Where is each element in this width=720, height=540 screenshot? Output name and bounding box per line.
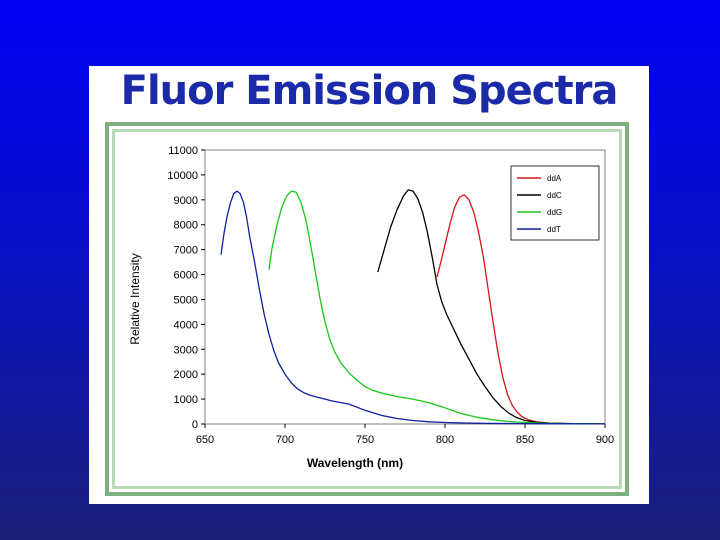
emission-chart: 650 700 750 800 850 9000100020003000400050006… — [128, 145, 614, 470]
legend-label-ddg: ddG — [547, 208, 562, 217]
y-tick-label: 0 — [192, 419, 198, 431]
axis-group: 650 700 750 800 850 9000100020003000400050006… — [128, 145, 614, 470]
legend-label-dda: ddA — [547, 174, 562, 183]
series-line-ddc — [377, 189, 606, 425]
y-tick-label: 6000 — [174, 270, 198, 282]
y-tick-label: 11000 — [168, 145, 198, 157]
slide-title: Fluor Emission Spectra — [120, 68, 619, 114]
y-tick-label: 9000 — [174, 195, 198, 207]
y-tick-label: 5000 — [174, 294, 198, 306]
x-tick-label: 700 — [276, 434, 294, 446]
x-tick-label: 900 — [596, 434, 614, 446]
y-tick-label: 1000 — [174, 394, 198, 406]
x-tick-label: 650 — [196, 434, 214, 446]
y-tick-label: 3000 — [174, 344, 198, 356]
chart-frame-inner — [112, 129, 622, 489]
x-tick-label: 800 — [436, 434, 454, 446]
series-line-ddg — [268, 190, 606, 425]
legend: ddA ddC ddG ddT — [510, 165, 600, 241]
series-group — [220, 189, 606, 425]
y-tick-label: 7000 — [174, 245, 198, 257]
slide-card: Fluor Emission Spectra 650 700 750 800 850 90… — [89, 66, 649, 504]
chart-frame: 650 700 750 800 850 900 0 1000 2000 3000 4000 5000 6… — [105, 122, 629, 496]
y-axis-title: Relative Intensity — [128, 253, 142, 344]
legend-label-ddt: ddT — [547, 225, 561, 234]
y-tick-label: 10000 — [167, 170, 198, 182]
x-tick-label: 850 — [516, 434, 534, 446]
y-tick-label: 8000 — [174, 220, 198, 232]
y-tick-label: 2000 — [174, 369, 198, 381]
series-line-ddt — [220, 190, 606, 425]
legend-label-ddc: ddC — [547, 191, 562, 200]
x-tick-label: 750 — [356, 434, 374, 446]
x-axis-title: Wavelength (nm) — [307, 456, 403, 470]
y-tick-label: 4000 — [174, 319, 198, 331]
